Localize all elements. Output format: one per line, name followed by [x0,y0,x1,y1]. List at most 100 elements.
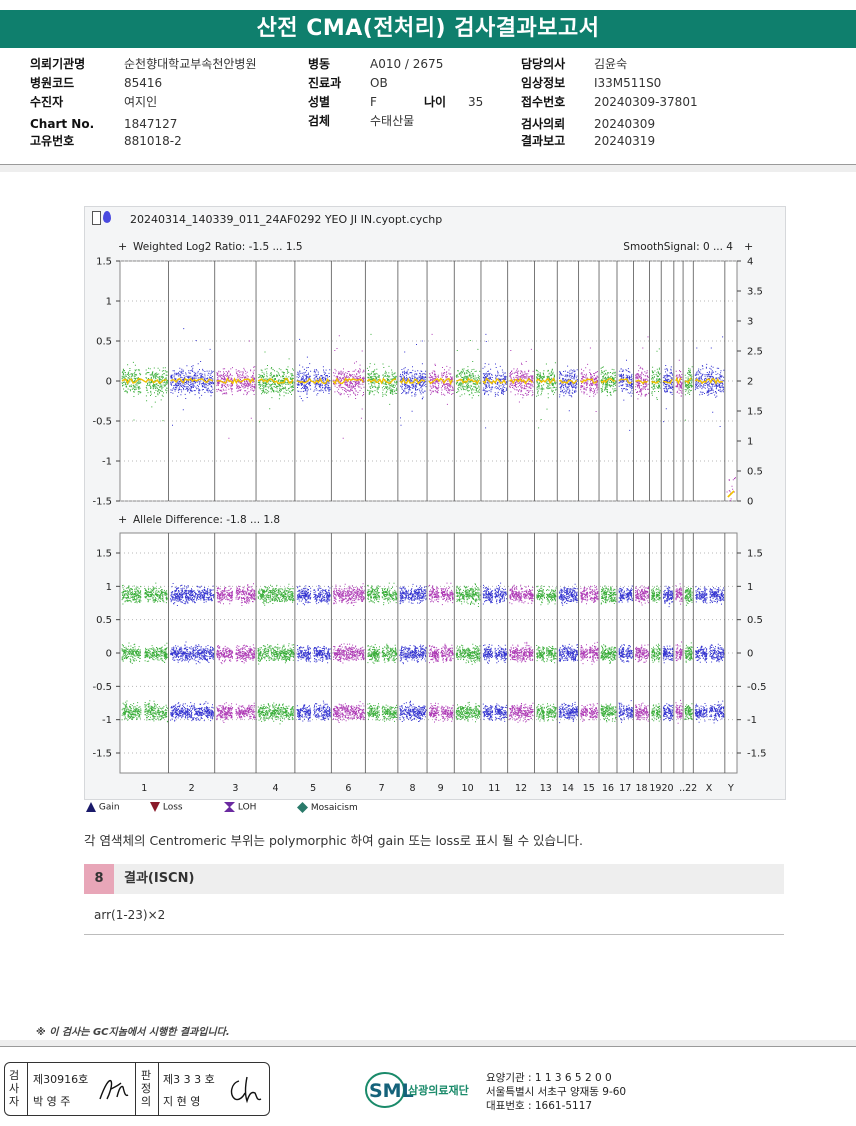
allele-points-chr10 [455,583,481,723]
chrom-label: 7 [379,783,385,794]
smooth-signal-line [482,377,507,385]
section-title: 결과(ISCN) [124,871,195,886]
info-value: 수태산물 [370,114,415,128]
info-value: 20240319 [594,134,656,148]
info-label: Chart No. [30,117,95,131]
section-header: 8 결과(ISCN) [84,864,784,894]
y-tick-label: -1 [102,457,112,468]
smooth-signal-line [558,379,578,385]
chrom-label: 3 [232,783,238,794]
y2-tick-label: 3 [747,317,753,328]
log2-points-chr17 [618,359,633,431]
chrom-label: ..22 [679,783,697,794]
org-code: 요양기관 : 1 1 3 6 5 2 0 0 [486,1072,612,1084]
info-value: I33M511S0 [594,76,662,90]
log2-points-chr6 [332,335,365,439]
iscn-result: arr(1-23)×2 [94,908,166,922]
org-name: 삼광의료재단 [408,1083,469,1097]
chrom-label: 16 [602,783,614,794]
log2-points-chr1 [121,361,168,422]
divider [135,1063,136,1115]
info-value: F [370,95,377,109]
marker-icon [103,211,111,223]
allele-points-chr19 [651,585,661,722]
smooth-signal-line [332,377,364,385]
reviewer-signature [230,1076,262,1104]
header-divider [0,164,856,165]
allele-points-chr15 [580,585,599,722]
smooth-signal-line [727,490,735,498]
smooth-signal-line [662,379,673,385]
info-label: 고유번호 [30,134,75,148]
chrom-label: 4 [272,783,278,794]
smooth-signal-line [296,377,330,385]
chrom-label: 12 [515,783,527,794]
chrom-label: 20 [661,783,673,794]
y-tick-label: 0.5 [96,615,112,626]
smooth-signal-label: SmoothSignal: 0 ... 4 [623,241,733,253]
header-shadow [0,165,856,172]
log2-points-chr2 [170,328,215,426]
smooth-signal-line [428,377,453,386]
chrom-label: Y [727,783,734,794]
log2-points-chr20 [662,365,674,423]
allele-points-chr12 [509,584,534,723]
log2-points-chr13 [535,362,557,429]
plot-filename: 20240314_140339_011_24AF0292 YEO JI IN.c… [130,213,443,226]
patient-info-col2: 병동 A010 / 2675 진료과 OB 성별 F 나이 35 검체 수태산물 [308,55,508,155]
info-value: 1847127 [124,117,178,131]
allele-points-chr11 [482,582,508,722]
chip-icon [92,211,101,225]
chrom-label: 9 [438,783,444,794]
legend-label: Loss [162,802,183,813]
info-label: 병원코드 [30,76,75,90]
chrom-label: 18 [635,783,647,794]
reviewer-label: 판정의 [140,1069,152,1108]
log2-points-chr18 [635,336,649,400]
y2-tick-label: 3.5 [747,287,763,298]
log2-points-chr19 [651,348,661,400]
expand-icon: + [118,240,127,253]
info-label: 임상정보 [521,76,566,90]
info-label: 수진자 [30,95,64,109]
chrom-label: X [706,783,713,794]
chrom-label: 17 [619,783,631,794]
smooth-signal-line [635,379,648,385]
info-value: 순천향대학교부속천안병원 [124,57,257,71]
smooth-signal-line [509,377,533,385]
y2-tick-label: 2 [747,377,753,388]
allele-points-chr20 [662,585,674,722]
smooth-signal-line [257,377,294,385]
legend-gain: Gain [86,802,120,813]
info-label: 의뢰기관명 [30,57,86,71]
y2-tick-label: -0.5 [747,682,767,693]
log2-points-chr11 [482,333,508,429]
smooth-signal-line [651,380,660,384]
smooth-signal-line [170,377,214,384]
smooth-signal-line [535,377,556,385]
org-contact: 요양기관 : 1 1 3 6 5 2 0 0 서울특별시 서초구 양재동 9-6… [486,1071,626,1113]
smooth-signal-line [366,377,397,385]
info-value: OB [370,76,388,90]
patient-info-col1: 의뢰기관명 순천향대학교부속천안병원 병원코드 85416 수진자 여지인 Ch… [30,55,290,155]
y2-tick-label: -1 [747,715,757,726]
chrom-label: 5 [310,783,316,794]
gain-triangle-icon [86,802,96,812]
smooth-signal-line [675,376,682,385]
divider [27,1063,28,1115]
allele-points-chr22 [684,587,693,720]
signature-box: 검사자 제30916호 박 영 주 판정의 제3 3 3 호 지 현 영 [4,1062,270,1116]
log2-points-chr21 [675,359,683,397]
examiner-name: 박 영 주 [33,1095,71,1108]
log2-points-chr10 [455,340,481,399]
y2-tick-label: 0.5 [747,615,763,626]
allele-points-chr13 [536,585,557,722]
log2-points-chr15 [580,347,599,412]
info-label: 병동 [308,57,331,71]
allele-points-chr18 [635,585,649,722]
log2-points-chr7 [366,333,398,405]
sml-logo-icon: SML 삼광의료재단 [365,1072,469,1108]
allele-points-chr9 [428,582,454,723]
y-tick-label: 1 [106,582,112,593]
divider [158,1063,159,1115]
